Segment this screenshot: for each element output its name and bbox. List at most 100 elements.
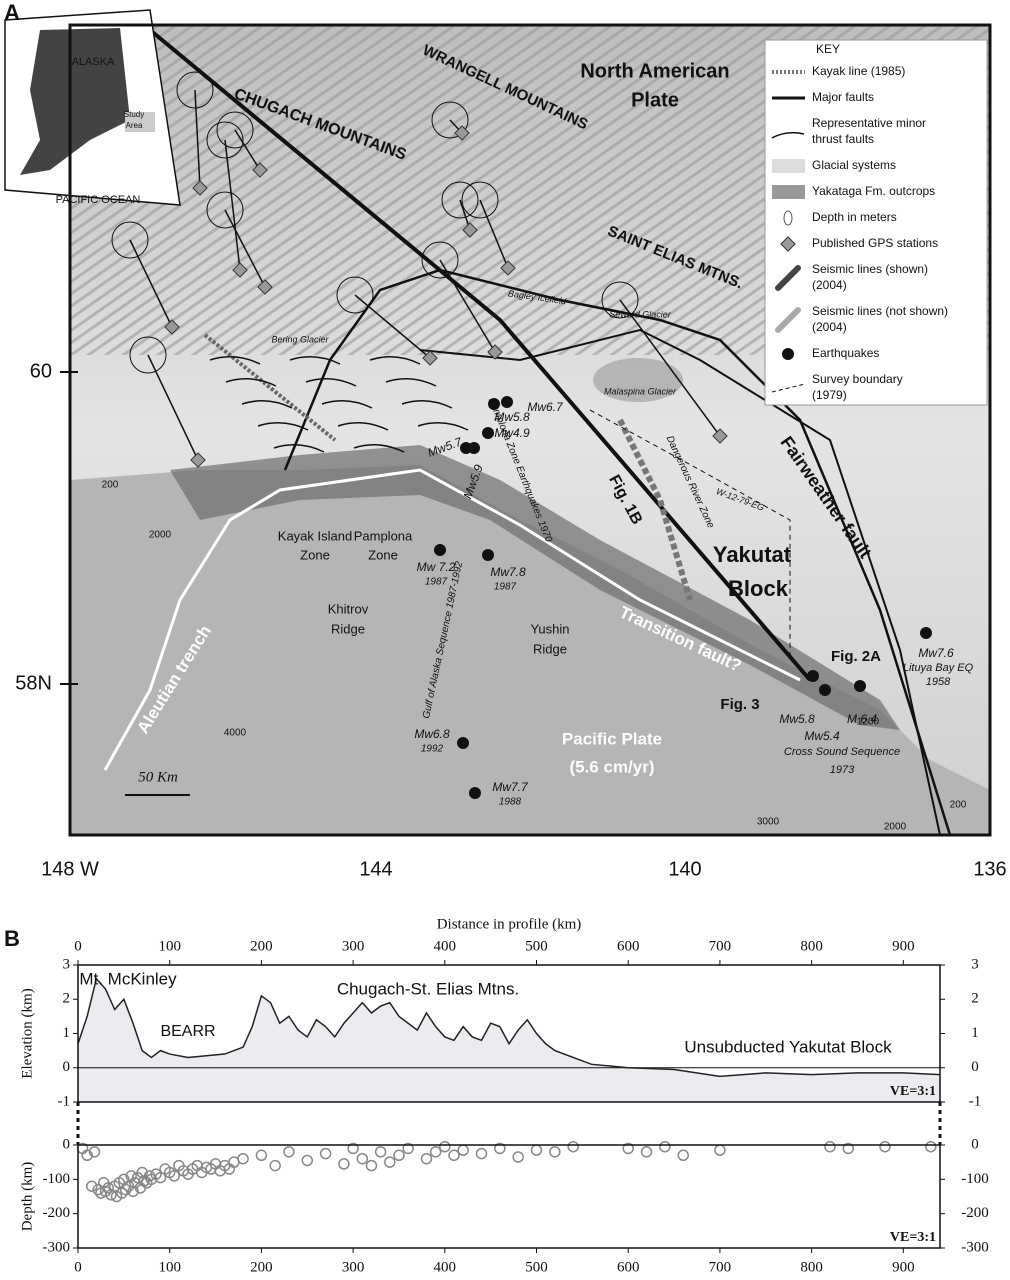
earthquake: [920, 627, 932, 639]
earthquake-hypocenter: [842, 1142, 855, 1155]
earthquake-hypocenter: [116, 1187, 128, 1199]
map-label: Mw7.6: [918, 646, 954, 660]
key-item: Earthquakes: [812, 346, 879, 360]
thrust-fault: [241, 400, 293, 409]
y-tick-label-right: -100: [961, 1171, 989, 1187]
gps-error-ellipse: [421, 241, 459, 279]
map-label: Bering Glacier: [271, 334, 329, 344]
shelf-slope: [170, 445, 900, 730]
gps-error-ellipse: [601, 281, 639, 319]
key-item: Depth in meters: [812, 210, 897, 224]
map-label: Zone: [300, 547, 330, 562]
x-tick-label: 700: [709, 938, 732, 954]
map-label: Khitrov: [328, 601, 369, 616]
earthquake-hypocenter: [338, 1158, 350, 1170]
lat-tick-label: 58N: [15, 672, 52, 694]
y-tick-label: 1: [63, 1025, 71, 1041]
gps-error-ellipse: [461, 181, 499, 219]
x-tick-label: 100: [158, 938, 181, 954]
map-label: 1992: [421, 744, 444, 755]
key-symbol: [772, 159, 805, 173]
earthquake: [807, 670, 819, 682]
map-label: 3000: [757, 817, 780, 828]
earthquake-hypocenter: [154, 1171, 167, 1184]
y-tick-label: -200: [43, 1205, 71, 1221]
thrust-fault: [257, 422, 309, 431]
thrust-fault: [209, 356, 261, 365]
earthquake-hypocenter: [255, 1149, 268, 1162]
lat-tick-label: 60: [30, 360, 52, 382]
key-symbol: [771, 383, 806, 393]
gps-error-ellipse: [129, 336, 167, 374]
earthquake-hypocenter: [374, 1146, 387, 1158]
annotation: Chugach-St. Elias Mtns.: [337, 979, 519, 998]
thrust-fault: [225, 378, 277, 387]
lon-tick-label: 144: [359, 858, 392, 880]
map-frame: [68, 23, 992, 837]
gps-vector: [234, 129, 261, 171]
major-fault: [419, 328, 941, 836]
earthquake-hypocenter: [127, 1185, 139, 1198]
map-label: Fig. 2A: [831, 648, 881, 665]
earthquake-hypocenter: [301, 1154, 314, 1167]
y-axis-label: Depth (km): [19, 1162, 35, 1232]
x-tick-label: 700: [709, 1259, 732, 1275]
map-label: Yakutat: [713, 542, 792, 567]
x-tick-label: 600: [617, 1259, 640, 1275]
key-title: KEY: [816, 42, 840, 56]
note: VE=3:1: [890, 1230, 936, 1245]
earthquake-hypocenter: [237, 1152, 249, 1165]
map-label: Ridge: [533, 641, 567, 656]
map-label: Block: [728, 576, 789, 601]
map-panel: [4, 9, 992, 837]
earthquake-hypocenter: [136, 1166, 148, 1179]
gps-error-ellipse: [441, 181, 479, 219]
earthquake-hypocenter: [457, 1144, 469, 1156]
gps-vector: [194, 89, 201, 189]
inset-study-area: [125, 112, 155, 132]
ocean-floor: [70, 465, 990, 835]
map-label: Fig. 3: [720, 696, 759, 713]
gps-station: [190, 452, 206, 468]
gps-station: [257, 279, 273, 295]
earthquake-hypocenter: [81, 1149, 93, 1162]
key-symbol: [772, 185, 805, 199]
map-label: 1987: [494, 582, 517, 593]
y-tick-label: 0: [63, 1136, 71, 1152]
y-tick-label-right: -1: [969, 1093, 982, 1109]
key-item: Glacial systems: [812, 158, 896, 172]
gps-station: [712, 428, 728, 444]
earthquake: [468, 442, 480, 454]
thrust-fault: [289, 356, 341, 365]
map-label: 1958: [926, 676, 951, 688]
thrust-fault: [353, 444, 405, 453]
map-label: Mw5.4: [804, 729, 840, 743]
earthquake: [457, 737, 469, 749]
map-label: Seward Glacier: [609, 309, 672, 319]
map-label: Cross Sound Sequence: [784, 746, 900, 758]
x-tick-label: 200: [250, 938, 273, 954]
earthquake-hypocenter: [86, 1180, 98, 1192]
x-tick-label: 900: [892, 938, 915, 954]
gps-station: [422, 350, 438, 366]
x-tick-label: 0: [74, 938, 82, 954]
x-axis-label: Distance in profile (km): [437, 916, 582, 932]
y-tick-label-right: -200: [961, 1205, 989, 1221]
inset-alaska: [20, 28, 130, 175]
earthquake-hypocenter: [319, 1147, 332, 1160]
thrust-fault: [305, 378, 357, 387]
key-item: (1979): [812, 388, 847, 402]
map-label: 2000: [149, 530, 172, 541]
x-tick-label: 0: [74, 1259, 82, 1275]
key-symbol: [780, 236, 796, 252]
thrust-fault: [321, 400, 373, 409]
y-tick-label: 3: [63, 956, 71, 972]
thrust-fault: [385, 378, 437, 387]
thrust-fault: [417, 422, 469, 431]
gps-vector: [129, 239, 173, 328]
map-label: North American: [580, 60, 729, 82]
earthquake: [469, 787, 481, 799]
survey-boundary: [589, 409, 791, 660]
key-item: Yakataga Fm. outcrops: [812, 184, 935, 198]
